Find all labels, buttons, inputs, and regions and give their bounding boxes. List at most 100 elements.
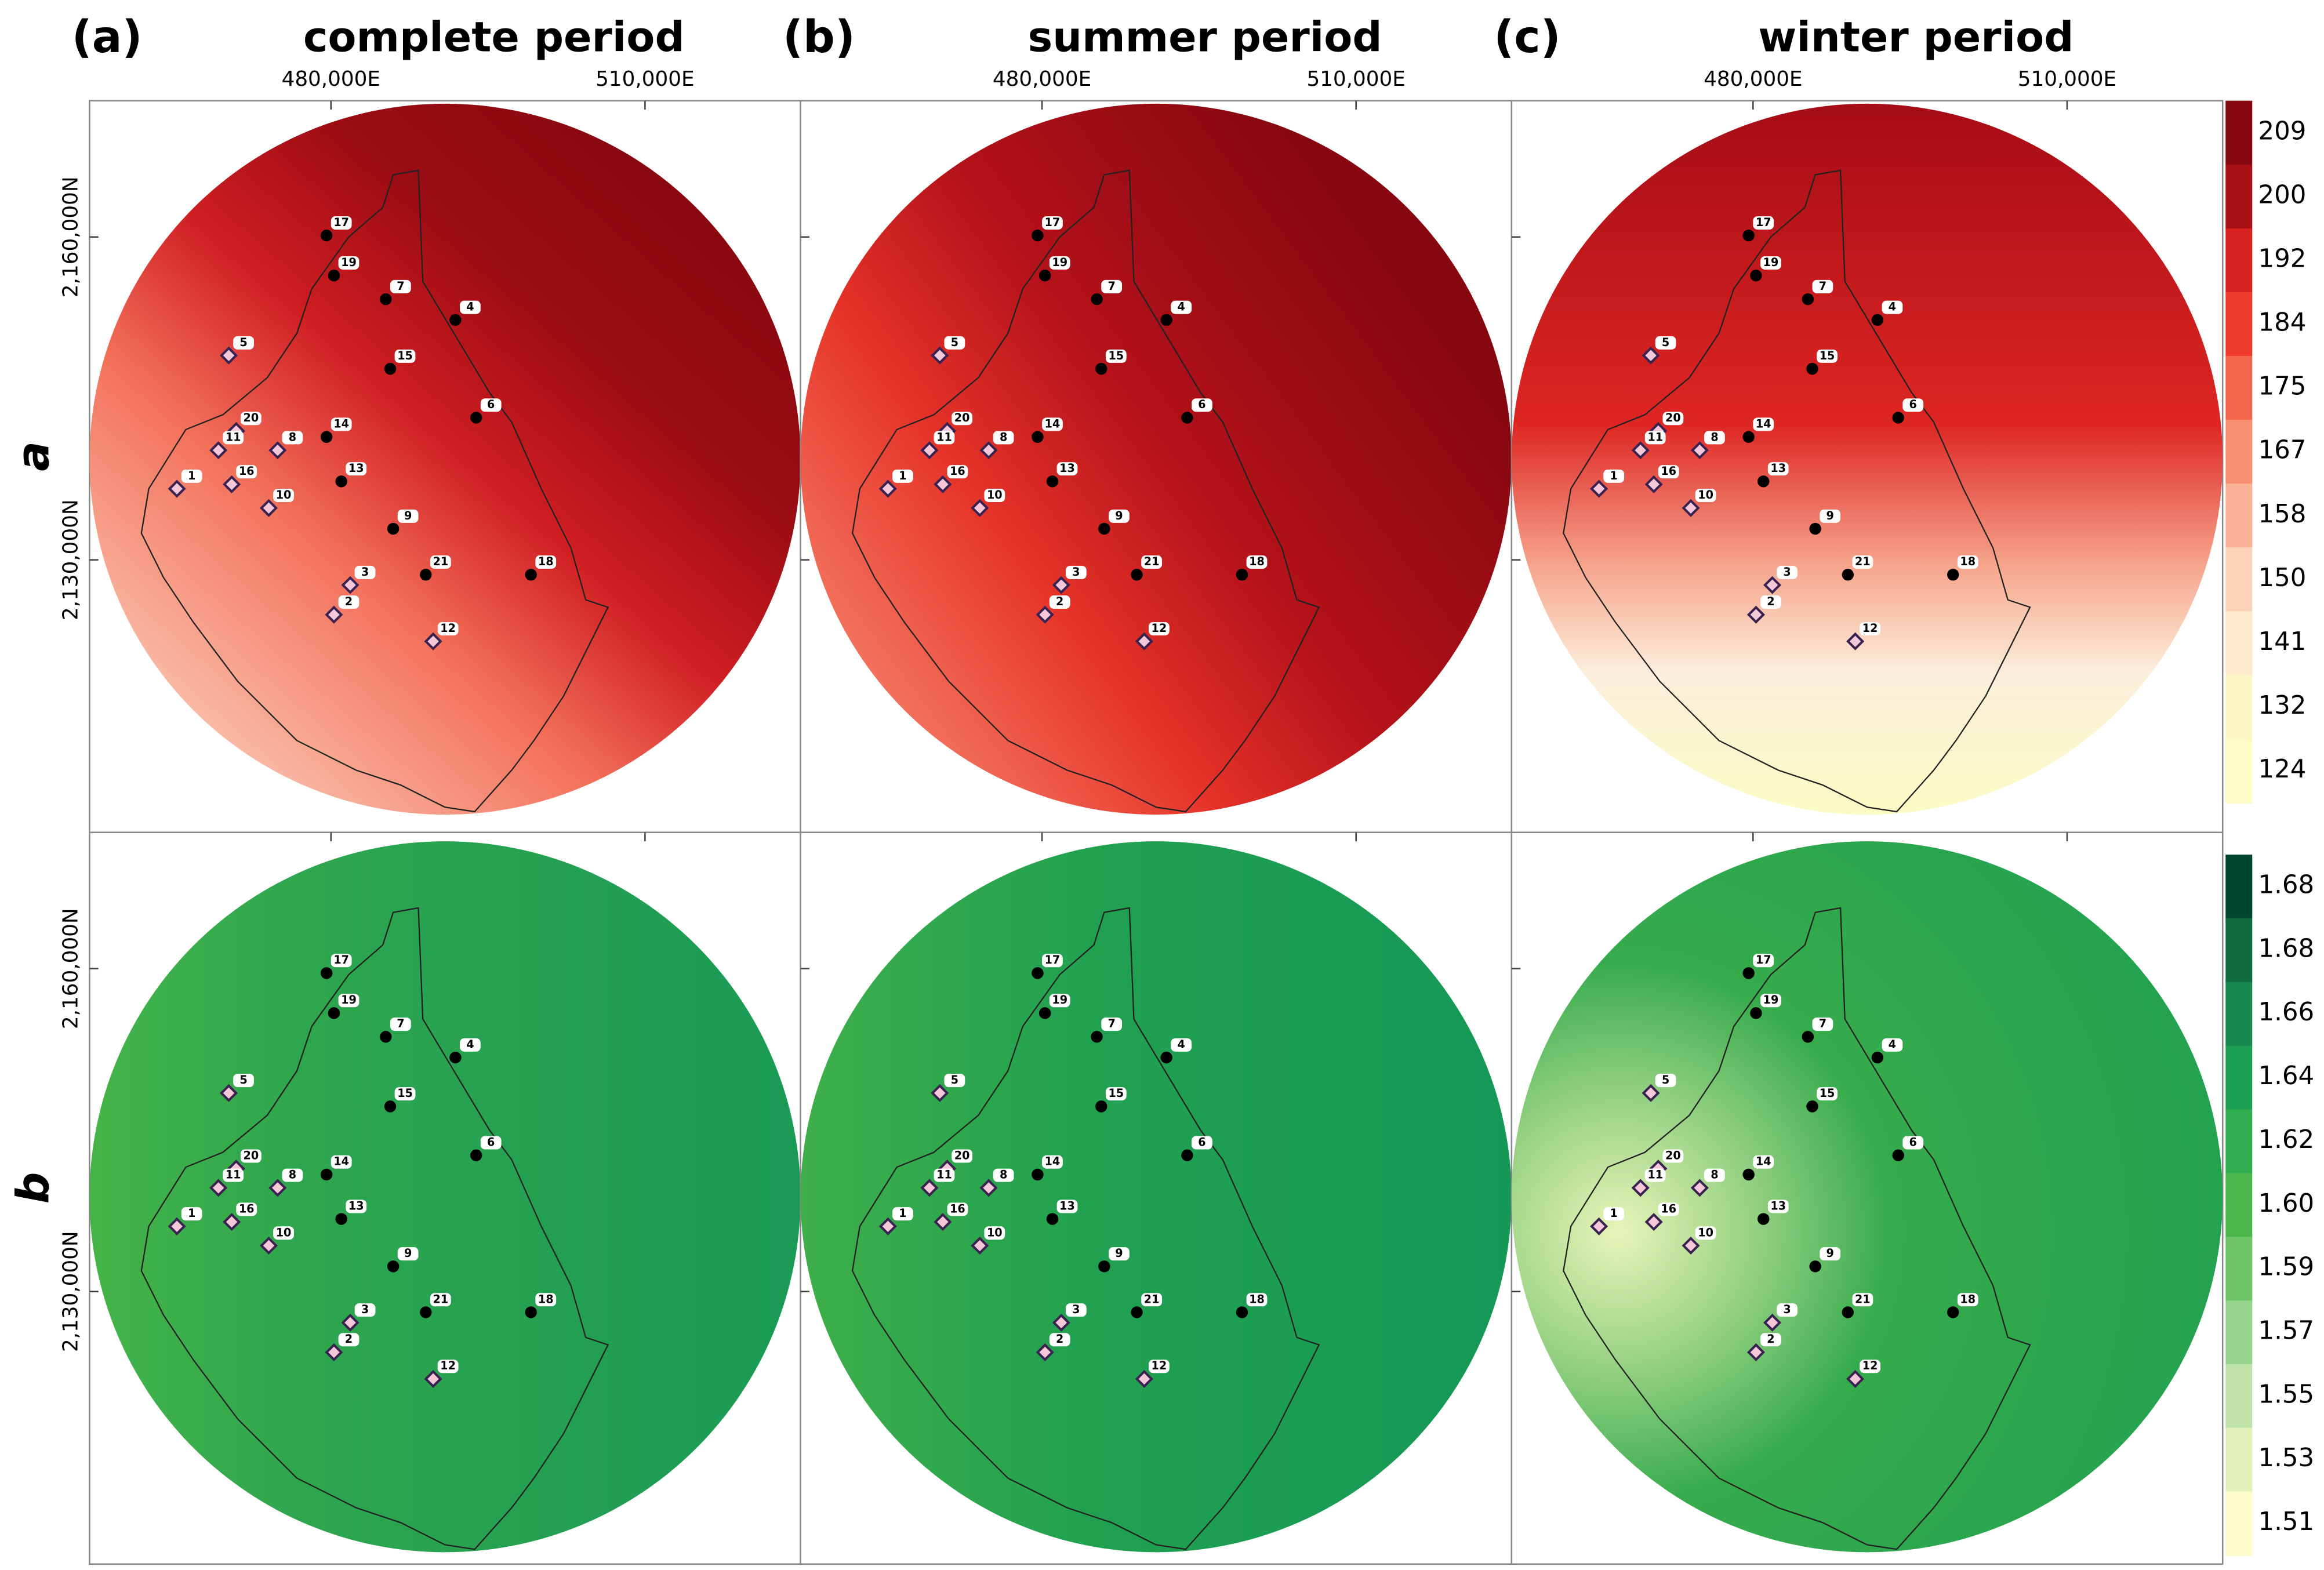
station-dot bbox=[380, 1031, 392, 1043]
station-label: 2 bbox=[345, 1332, 353, 1346]
colorbar-swatch bbox=[2225, 1237, 2253, 1302]
station-label-bg bbox=[1655, 336, 1676, 350]
colorbar-swatch bbox=[2225, 1491, 2253, 1556]
colorbar-label: 1.55 bbox=[2258, 1380, 2314, 1409]
station-label-bg bbox=[1777, 565, 1798, 579]
station-label: 11 bbox=[936, 430, 952, 444]
colorbar-swatch bbox=[2225, 675, 2253, 740]
station-label-bg bbox=[1812, 1017, 1833, 1031]
station-label-bg bbox=[394, 1087, 416, 1101]
station-label: 10 bbox=[1698, 1226, 1713, 1239]
station-diamond bbox=[1846, 632, 1865, 650]
colorbar-label: 175 bbox=[2258, 372, 2306, 401]
station-dot bbox=[449, 1051, 462, 1064]
station-label: 17 bbox=[1045, 216, 1061, 229]
station-label-bg bbox=[1065, 1303, 1087, 1317]
station-dot bbox=[1098, 522, 1110, 535]
station-diamond bbox=[268, 441, 287, 460]
station-label: 17 bbox=[333, 953, 349, 966]
station-label: 15 bbox=[1108, 1086, 1124, 1100]
colorbar-label: 150 bbox=[2258, 564, 2306, 593]
y-tick-label: 2,160,000N bbox=[59, 908, 83, 1029]
station-label: 6 bbox=[1909, 398, 1917, 411]
x-tick-label: 510,000E bbox=[2018, 67, 2116, 91]
x-tick-label: 480,000E bbox=[993, 67, 1091, 91]
station-diamond bbox=[1682, 499, 1700, 517]
station-label-bg bbox=[282, 1168, 303, 1182]
station-label: 21 bbox=[433, 555, 449, 568]
colorbar-swatch bbox=[2225, 292, 2253, 357]
station-label: 3 bbox=[1783, 565, 1791, 579]
station-label: 1 bbox=[188, 469, 195, 482]
station-label-bg bbox=[1042, 1155, 1063, 1169]
station-diamond bbox=[1644, 1213, 1663, 1231]
station-diamond bbox=[424, 1369, 442, 1388]
station-diamond bbox=[1746, 605, 1765, 624]
station-label-bg bbox=[1860, 1360, 1881, 1373]
station-label: 17 bbox=[333, 216, 349, 229]
station-label-bg bbox=[1753, 417, 1774, 431]
station-label: 5 bbox=[1662, 1073, 1669, 1086]
station-label: 1 bbox=[899, 1206, 906, 1220]
station-label: 8 bbox=[1000, 430, 1007, 444]
station-label: 1 bbox=[188, 1206, 195, 1220]
station-label: 11 bbox=[936, 1168, 952, 1182]
station-label-bg bbox=[1246, 1293, 1268, 1307]
colorbar-label: 1.57 bbox=[2258, 1316, 2314, 1345]
station-diamond bbox=[1135, 632, 1153, 650]
station-diamond bbox=[1644, 475, 1663, 493]
interpolated-surface bbox=[800, 841, 1512, 1553]
station-label: 4 bbox=[1178, 1038, 1185, 1051]
station-label: 1 bbox=[1610, 1206, 1618, 1220]
station-label: 5 bbox=[951, 336, 958, 349]
station-label: 18 bbox=[1960, 1292, 1976, 1306]
station-label-bg bbox=[1695, 1226, 1716, 1240]
station-dot bbox=[320, 229, 333, 242]
station-label: 5 bbox=[239, 336, 247, 349]
interpolated-surface bbox=[89, 841, 801, 1553]
station-label: 14 bbox=[1756, 1155, 1771, 1168]
station-label: 6 bbox=[1909, 1135, 1917, 1149]
station-dot bbox=[1032, 1168, 1044, 1181]
map-panel: 17 19 7 4 5 15 6 20 14 11 8 1 16 13 10 9 3 21 18 2 12 bbox=[1510, 831, 2224, 1565]
station-label-bg bbox=[892, 469, 913, 483]
station-label: 16 bbox=[1661, 1202, 1676, 1215]
map-panel: 17 19 7 4 5 15 6 20 14 11 8 1 16 13 10 9 3 21 18 2 12 bbox=[89, 100, 801, 834]
station-label: 18 bbox=[1249, 555, 1265, 568]
map-panel: 17 19 7 4 5 15 6 20 14 11 8 1 16 13 10 9 3 21 18 2 12 bbox=[800, 831, 1513, 1565]
station-dot bbox=[525, 1306, 537, 1318]
station-label: 9 bbox=[1826, 509, 1834, 522]
station-label-bg bbox=[1817, 1087, 1838, 1101]
station-label-bg bbox=[1644, 431, 1666, 445]
x-tick-label: 480,000E bbox=[1704, 67, 1802, 91]
station-diamond bbox=[979, 441, 998, 460]
station-diamond bbox=[223, 1213, 241, 1231]
station-label-bg bbox=[1767, 462, 1789, 476]
column-title: winter period bbox=[1758, 13, 2074, 61]
station-label-bg bbox=[233, 1074, 254, 1088]
station-label-bg bbox=[460, 1038, 481, 1052]
station-label-bg bbox=[1902, 398, 1924, 412]
station-label-bg bbox=[993, 1168, 1014, 1182]
station-label-bg bbox=[331, 1155, 352, 1169]
station-label: 11 bbox=[226, 430, 241, 444]
station-label: 6 bbox=[487, 398, 495, 411]
station-dot bbox=[1032, 431, 1044, 443]
colorbar-swatch bbox=[2225, 420, 2253, 485]
station-dot bbox=[1802, 1031, 1814, 1043]
station-dot bbox=[1742, 967, 1755, 979]
colorbar-label: 167 bbox=[2258, 436, 2306, 465]
station-label-bg bbox=[1812, 279, 1833, 293]
station-diamond bbox=[341, 576, 360, 594]
colorbar-swatch bbox=[2225, 547, 2253, 612]
station-label: 6 bbox=[1198, 1135, 1205, 1149]
station-label-bg bbox=[1056, 462, 1078, 476]
station-label-bg bbox=[952, 412, 972, 426]
station-label: 11 bbox=[226, 1168, 241, 1182]
colorbar-label: 132 bbox=[2258, 691, 2306, 720]
station-dot bbox=[1032, 967, 1044, 979]
station-label-bg bbox=[1760, 595, 1781, 609]
station-dot bbox=[1046, 1213, 1059, 1225]
station-label: 1 bbox=[1610, 469, 1618, 482]
